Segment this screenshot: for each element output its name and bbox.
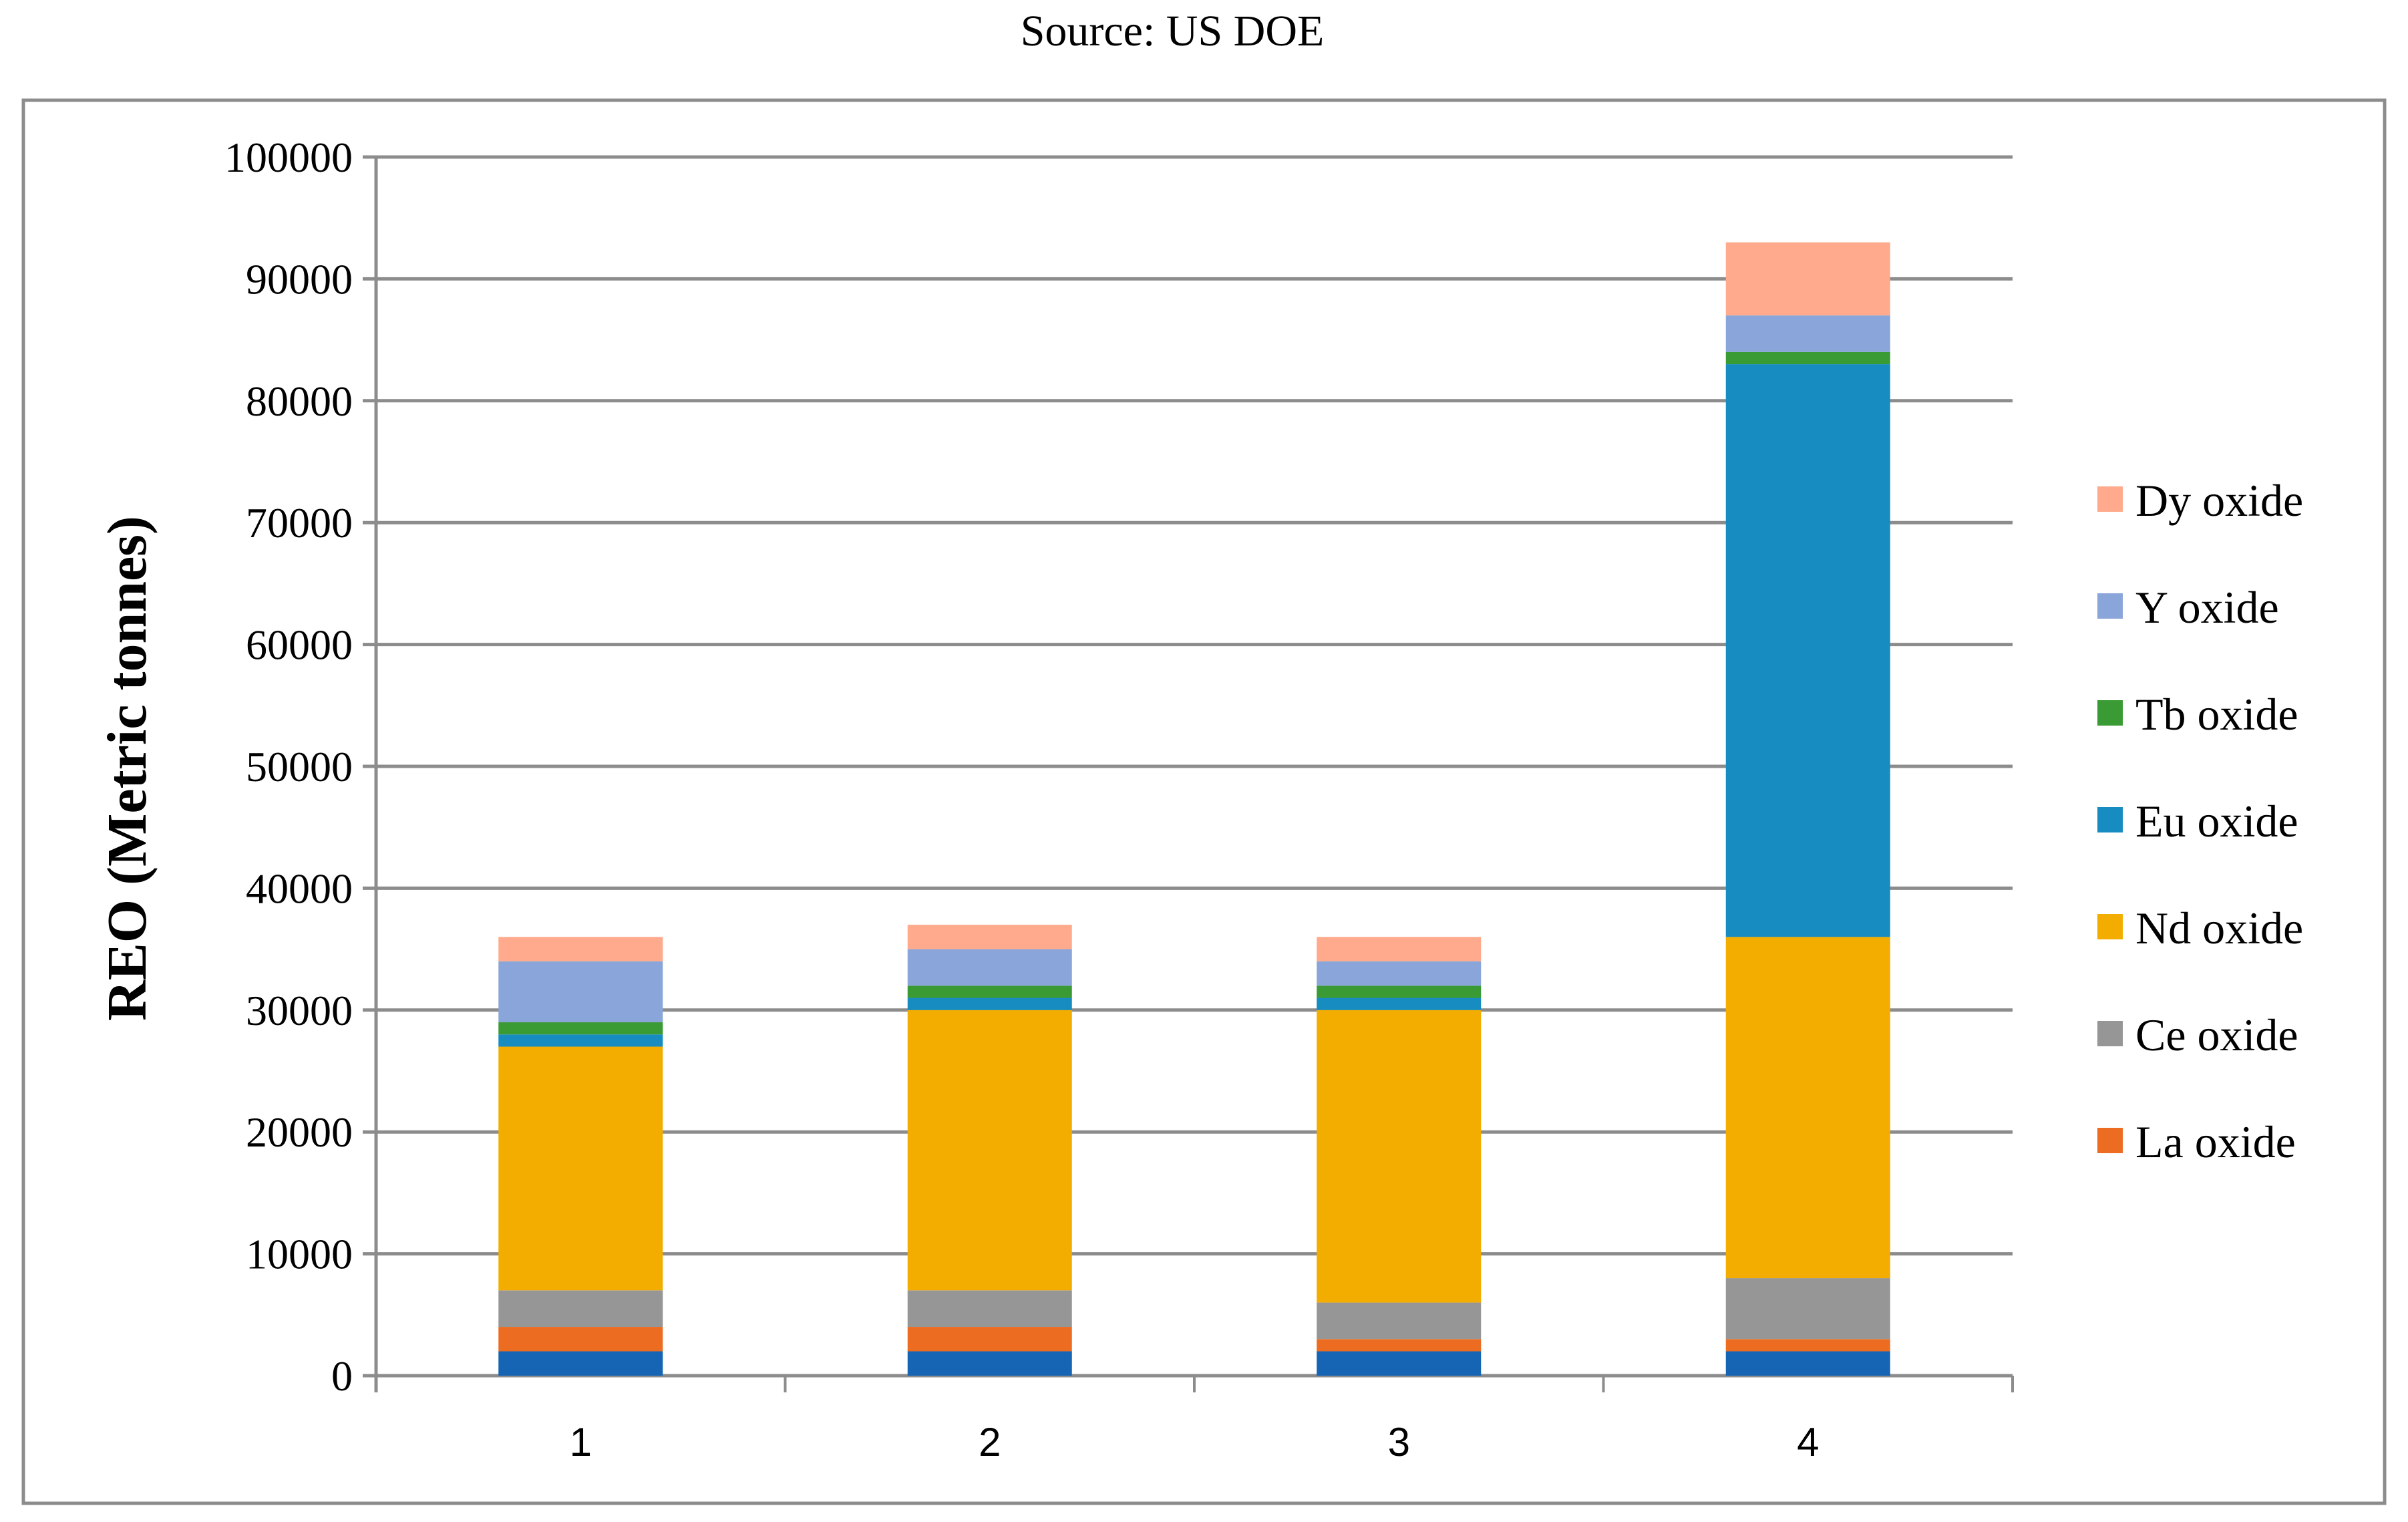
bar-segment-nd-oxide [498,1046,663,1291]
chart-border [21,98,2387,1505]
bar-segment-eu-oxide [1317,998,1482,1010]
x-tick-label: 4 [1797,1420,1819,1465]
bar-segment-y-oxide [498,961,663,1023]
y-tick-label: 60000 [246,621,353,669]
bar-segment-series-1 [1317,1351,1482,1376]
y-tick-label: 70000 [246,499,353,547]
y-tick-label: 40000 [246,865,353,912]
bar-segment-y-oxide [1317,961,1482,986]
bar-segment-y-oxide [1725,315,1890,352]
bar-segment-ce-oxide [1317,1302,1482,1340]
legend-swatch [2097,1128,2123,1153]
bar-segment-dy-oxide [498,937,663,961]
legend: Dy oxide Y oxide Tb oxide Eu oxide Nd oxide… [2097,475,2303,1167]
legend-swatch [2097,486,2123,512]
x-tick-label: 2 [979,1420,1001,1465]
legend-label: Dy oxide [2135,475,2303,526]
bar-segment-tb-oxide [907,985,1072,998]
bar-segment-nd-oxide [1317,1010,1482,1303]
legend-label: Ce oxide [2135,1010,2298,1060]
y-tick-label: 100000 [224,134,353,181]
bar-segment-dy-oxide [1725,242,1890,316]
legend-label: Tb oxide [2135,689,2298,740]
bar-segment-ce-oxide [907,1290,1072,1328]
bar-segment-eu-oxide [1725,364,1890,937]
y-tick-label: 30000 [246,987,353,1034]
legend-swatch [2097,593,2123,619]
y-tick-label: 50000 [246,743,353,790]
bar-segment-la-oxide [1317,1339,1482,1352]
legend-swatch [2097,807,2123,832]
bar-segment-nd-oxide [1725,937,1890,1279]
chart-title: Source: US DOE [1021,7,1325,55]
y-tick-label: 20000 [246,1108,353,1156]
legend-label: Y oxide [2135,582,2279,633]
axes: 0 10000 20000 30000 40000 50000 60000 70000 8000… [224,134,2014,1465]
legend-swatch [2097,914,2123,939]
legend-label: Eu oxide [2135,796,2298,847]
bar-segment-la-oxide [1725,1339,1890,1352]
bar-segment-tb-oxide [498,1022,663,1035]
x-tick-label: 3 [1388,1420,1410,1465]
y-tick-label: 90000 [246,255,353,303]
bar-segment-dy-oxide [907,925,1072,949]
bars [498,242,1890,1376]
bar-segment-y-oxide [907,949,1072,986]
y-axis-label: REO (Metric tonnes) [96,516,158,1021]
legend-label: Nd oxide [2135,903,2303,953]
bar-segment-tb-oxide [1317,985,1482,998]
bar-segment-la-oxide [498,1327,663,1352]
legend-label: La oxide [2135,1116,2296,1167]
bar-segment-series-1 [498,1351,663,1376]
bar-segment-dy-oxide [1317,937,1482,961]
bar-segment-eu-oxide [498,1034,663,1047]
bar-segment-ce-oxide [1725,1278,1890,1340]
bar-segment-la-oxide [907,1327,1072,1352]
y-tick-label: 80000 [246,377,353,425]
bar-segment-series-1 [907,1351,1072,1376]
y-tick-label: 10000 [246,1231,353,1278]
legend-swatch [2097,1021,2123,1046]
bar-segment-nd-oxide [907,1010,1072,1291]
bar-segment-ce-oxide [498,1290,663,1328]
bar-segment-series-1 [1725,1351,1890,1376]
bar-segment-eu-oxide [907,998,1072,1010]
legend-swatch [2097,700,2123,726]
bar-segment-tb-oxide [1725,351,1890,365]
y-tick-label: 0 [331,1352,353,1400]
x-tick-label: 1 [570,1420,592,1465]
